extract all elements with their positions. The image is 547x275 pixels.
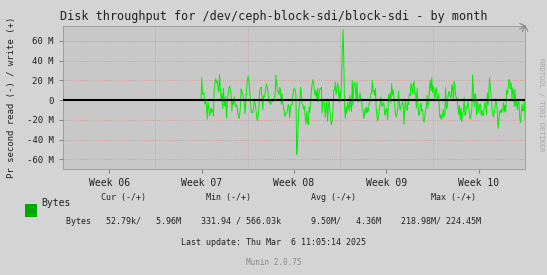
Text: RRDTOOL / TOBI OETIKER: RRDTOOL / TOBI OETIKER [538,58,544,151]
Text: Bytes: Bytes [41,199,71,208]
Text: Disk throughput for /dev/ceph-block-sdi/block-sdi - by month: Disk throughput for /dev/ceph-block-sdi/… [60,10,487,23]
Text: Pr second read (-) / write (+): Pr second read (-) / write (+) [7,17,15,178]
Text: Bytes   52.79k/   5.96M    331.94 / 566.03k      9.50M/   4.36M    218.98M/ 224.: Bytes 52.79k/ 5.96M 331.94 / 566.03k 9.5… [66,217,481,226]
Text: Munin 2.0.75: Munin 2.0.75 [246,258,301,267]
Text: Last update: Thu Mar  6 11:05:14 2025: Last update: Thu Mar 6 11:05:14 2025 [181,238,366,247]
Text: Cur (-/+)            Min (-/+)            Avg (-/+)               Max (-/+): Cur (-/+) Min (-/+) Avg (-/+) Max (-/+) [71,192,476,202]
